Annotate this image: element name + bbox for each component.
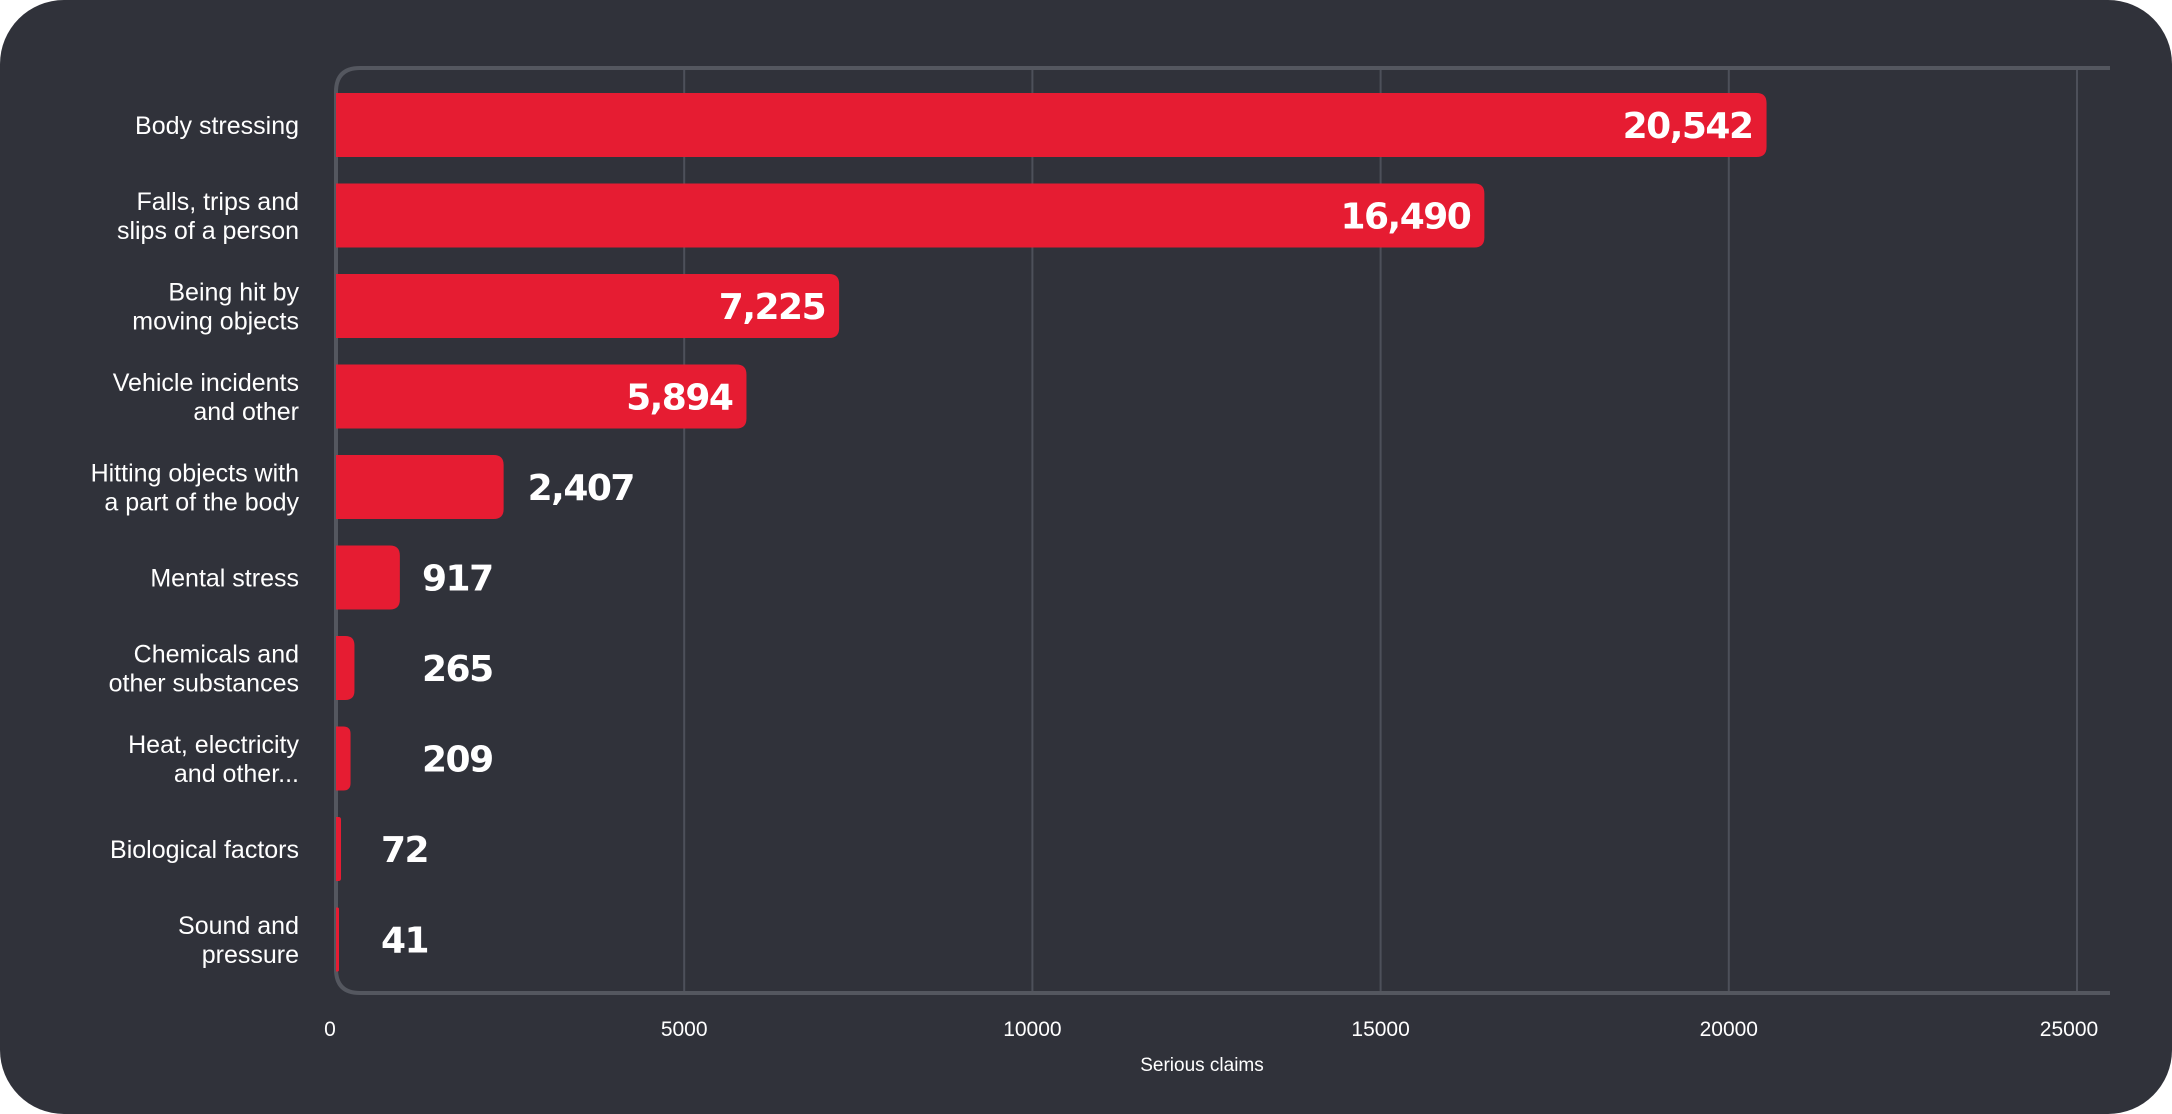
value-label: 7,225 xyxy=(719,287,825,328)
category-label: Biological factors xyxy=(110,836,299,864)
value-label: 265 xyxy=(422,649,493,690)
bar xyxy=(336,726,351,791)
category-label: slips of a person xyxy=(117,217,299,245)
bar xyxy=(336,636,355,700)
bar xyxy=(336,455,504,519)
value-labels: 20,542 16,490 7,225 5,894 2,407 917 265 209 72 41 xyxy=(381,106,1754,962)
x-tick-label: 5000 xyxy=(661,1018,708,1041)
axis-line xyxy=(334,66,2110,995)
category-label: Mental stress xyxy=(150,565,299,593)
category-label: Being hit by xyxy=(168,279,299,307)
bar xyxy=(336,907,339,972)
x-tick-label: 20000 xyxy=(1700,1018,1758,1041)
category-label: other substances xyxy=(109,670,299,698)
category-label: a part of the body xyxy=(104,489,299,517)
category-label: Vehicle incidents xyxy=(113,369,299,397)
bar xyxy=(336,93,1767,157)
category-label: Heat, electricity xyxy=(128,731,299,759)
value-label: 5,894 xyxy=(626,378,733,419)
category-label: Falls, trips and xyxy=(136,188,299,216)
bar xyxy=(336,274,840,338)
category-label: moving objects xyxy=(132,308,299,336)
category-label: and other xyxy=(193,398,299,426)
x-tick-labels: 0 5000 10000 15000 20000 25000 xyxy=(324,1018,2098,1041)
x-tick-label: 0 xyxy=(324,1018,336,1041)
bar xyxy=(336,545,400,610)
x-tick-label: 25000 xyxy=(2040,1018,2098,1041)
bar xyxy=(336,817,342,881)
value-label: 72 xyxy=(381,830,428,871)
x-tick-label: 10000 xyxy=(1003,1018,1061,1041)
x-axis-title: Serious claims xyxy=(1140,1055,1264,1076)
bars xyxy=(336,93,1767,972)
value-label: 209 xyxy=(422,740,493,781)
value-label: 917 xyxy=(422,559,493,600)
value-label: 2,407 xyxy=(528,468,634,509)
value-label: 16,490 xyxy=(1340,197,1470,238)
axis-frame xyxy=(334,66,2110,995)
value-label: 41 xyxy=(381,921,428,962)
value-label: 20,542 xyxy=(1623,106,1753,147)
bar xyxy=(336,364,747,429)
category-label: Sound and xyxy=(178,912,299,940)
category-label: Hitting objects with xyxy=(91,460,299,488)
category-label: Body stressing xyxy=(135,112,299,140)
category-label: pressure xyxy=(202,941,299,969)
category-label: and other... xyxy=(174,760,299,788)
category-label: Chemicals and xyxy=(134,641,299,669)
bar xyxy=(336,183,1485,248)
x-tick-label: 15000 xyxy=(1351,1018,1409,1041)
